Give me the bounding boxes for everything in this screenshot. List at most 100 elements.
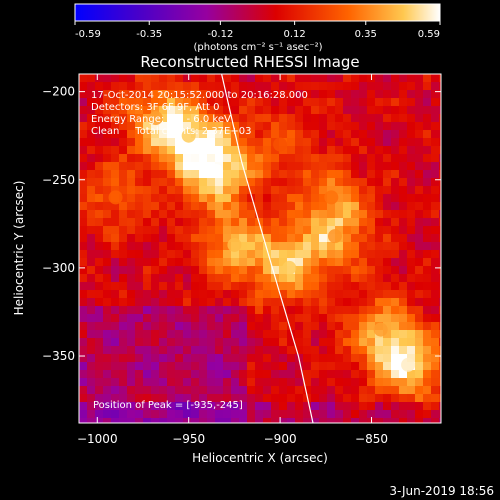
heatmap-cell bbox=[287, 394, 296, 403]
heatmap-cell bbox=[431, 274, 440, 283]
heatmap-cell bbox=[359, 178, 368, 187]
heatmap-cell bbox=[143, 290, 152, 299]
heatmap-cell bbox=[191, 74, 200, 83]
heatmap-cell bbox=[391, 282, 400, 291]
heatmap-cell bbox=[143, 106, 152, 115]
heatmap-cell bbox=[383, 98, 392, 107]
heatmap-cell bbox=[87, 114, 96, 123]
heatmap-cell bbox=[383, 290, 392, 299]
heatmap-cell bbox=[79, 338, 88, 347]
heatmap-cell bbox=[263, 418, 272, 423]
heatmap-cell bbox=[279, 418, 288, 423]
heatmap-cell bbox=[127, 410, 136, 419]
heatmap-cell bbox=[127, 130, 136, 139]
heatmap-cell bbox=[271, 290, 280, 299]
heatmap-cell bbox=[335, 370, 344, 379]
heatmap-cell bbox=[303, 210, 312, 219]
heatmap-cell bbox=[175, 346, 184, 355]
heatmap-cell bbox=[327, 250, 336, 259]
heatmap-cell bbox=[431, 338, 440, 347]
heatmap-cell bbox=[191, 242, 200, 251]
heatmap-cell bbox=[279, 226, 288, 235]
heatmap-cell bbox=[271, 82, 280, 91]
heatmap-cell bbox=[239, 362, 248, 371]
heatmap-cell bbox=[231, 354, 240, 363]
heatmap-cell bbox=[295, 418, 304, 423]
heatmap-cell bbox=[287, 122, 296, 131]
heatmap-cell bbox=[167, 218, 176, 227]
heatmap-cell bbox=[143, 314, 152, 323]
heatmap-cell bbox=[287, 194, 296, 203]
peak-position-label: Position of Peak = [-935,-245] bbox=[93, 400, 243, 411]
heatmap-cell bbox=[335, 210, 344, 219]
heatmap-cell bbox=[103, 74, 112, 83]
heatmap-cell bbox=[343, 74, 352, 83]
heatmap-cell bbox=[127, 146, 136, 155]
heatmap-cell bbox=[343, 282, 352, 291]
heatmap-cell bbox=[239, 322, 248, 331]
heatmap-cell bbox=[383, 210, 392, 219]
heatmap-cell bbox=[327, 202, 336, 211]
heatmap-cell bbox=[439, 138, 441, 147]
heatmap-cell bbox=[255, 306, 264, 315]
heatmap-cell bbox=[367, 290, 376, 299]
heatmap-cell bbox=[399, 226, 408, 235]
heatmap-cell bbox=[135, 202, 144, 211]
heatmap-cell bbox=[407, 410, 416, 419]
heatmap-cell bbox=[239, 178, 248, 187]
heatmap-cell bbox=[87, 330, 96, 339]
heatmap-cell bbox=[167, 114, 176, 123]
heatmap-cell bbox=[423, 362, 432, 371]
heatmap-cell bbox=[143, 386, 152, 395]
heatmap-cell bbox=[95, 402, 104, 411]
heatmap-cell bbox=[399, 346, 408, 355]
heatmap-cell bbox=[247, 98, 256, 107]
heatmap-cell bbox=[151, 362, 160, 371]
heatmap-cell bbox=[223, 178, 232, 187]
heatmap-cell bbox=[223, 82, 232, 91]
heatmap-cell bbox=[119, 362, 128, 371]
heatmap-cell bbox=[343, 194, 352, 203]
heatmap-cell bbox=[319, 290, 328, 299]
heatmap-cell bbox=[175, 386, 184, 395]
heatmap-cell bbox=[95, 186, 104, 195]
heatmap-cell bbox=[367, 314, 376, 323]
heatmap-cell bbox=[375, 82, 384, 91]
heatmap-cell bbox=[95, 106, 104, 115]
heatmap-cell bbox=[119, 162, 128, 171]
heatmap-cell bbox=[343, 210, 352, 219]
heatmap-cell bbox=[263, 90, 272, 99]
heatmap-cell bbox=[191, 178, 200, 187]
heatmap-cell bbox=[343, 306, 352, 315]
heatmap-cell bbox=[263, 162, 272, 171]
heatmap-cell bbox=[111, 306, 120, 315]
heatmap-cell bbox=[183, 402, 192, 411]
heatmap-cell bbox=[287, 234, 296, 243]
heatmap-cell bbox=[319, 330, 328, 339]
heatmap-cell bbox=[319, 146, 328, 155]
heatmap-cell bbox=[111, 314, 120, 323]
heatmap-cell bbox=[431, 354, 440, 363]
heatmap-cell bbox=[279, 106, 288, 115]
heatmap-cell bbox=[143, 322, 152, 331]
heatmap-cell bbox=[183, 122, 192, 131]
heatmap-cell bbox=[79, 266, 88, 275]
heatmap-cell bbox=[103, 242, 112, 251]
heatmap-cell bbox=[183, 106, 192, 115]
heatmap-cell bbox=[183, 234, 192, 243]
heatmap-cell bbox=[183, 290, 192, 299]
heatmap-cell bbox=[407, 90, 416, 99]
heatmap-cell bbox=[175, 82, 184, 91]
heatmap-cell bbox=[439, 146, 441, 155]
heatmap-cell bbox=[135, 322, 144, 331]
heatmap-cell bbox=[431, 314, 440, 323]
heatmap-cell bbox=[111, 266, 120, 275]
heatmap-cell bbox=[151, 218, 160, 227]
heatmap-cell bbox=[375, 226, 384, 235]
heatmap-cell bbox=[119, 234, 128, 243]
heatmap-cell bbox=[407, 178, 416, 187]
heatmap-cell bbox=[223, 282, 232, 291]
heatmap-cell bbox=[359, 370, 368, 379]
heatmap-cell bbox=[415, 178, 424, 187]
heatmap-cell bbox=[127, 378, 136, 387]
